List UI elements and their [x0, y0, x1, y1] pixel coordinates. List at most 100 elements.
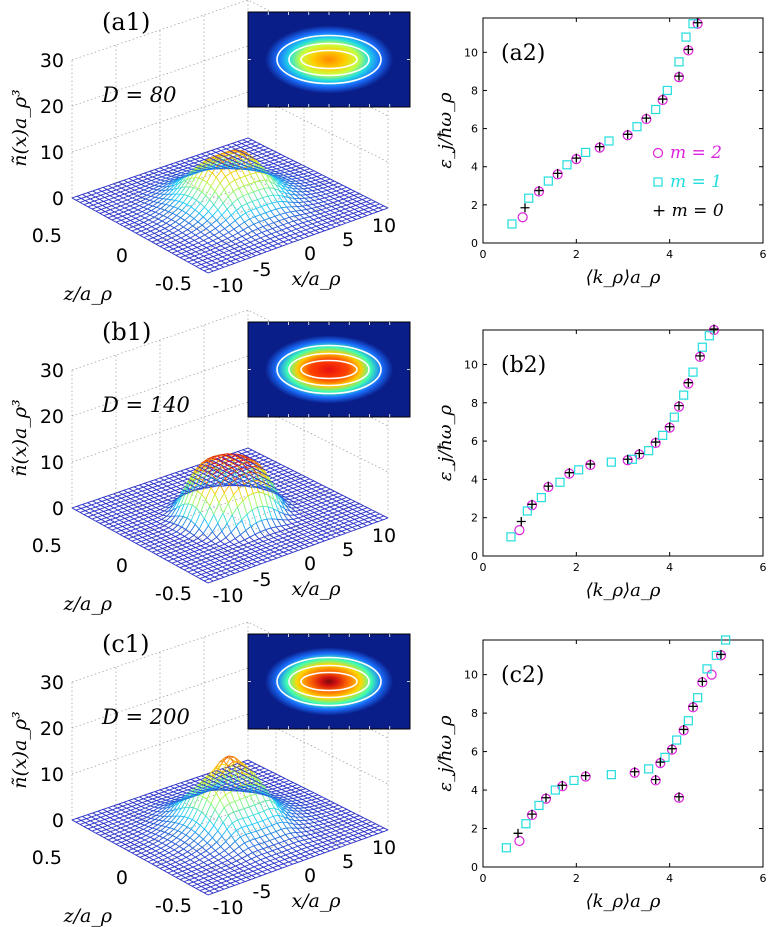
surface-mesh-line	[154, 193, 161, 198]
surface-mesh-line	[232, 560, 239, 564]
surface-mesh-line	[255, 563, 262, 567]
surface-mesh-line	[151, 523, 156, 527]
surface-mesh-line	[134, 498, 141, 502]
surface-mesh-line	[250, 453, 256, 457]
surface-mesh-line	[317, 530, 323, 534]
surface-mesh-line	[162, 235, 168, 239]
surface-mesh-line	[313, 186, 318, 190]
surface-mesh-line	[320, 178, 326, 182]
surface-mesh-line	[192, 476, 198, 480]
surface-mesh-line	[135, 496, 141, 500]
surface-mesh-line	[170, 193, 177, 200]
surface-mesh-line	[281, 178, 286, 182]
surface-mesh-line	[345, 499, 352, 502]
surface-mesh-line	[283, 513, 290, 516]
surface-mesh-line	[305, 507, 311, 511]
surface-mesh-line	[301, 225, 308, 228]
surface-mesh-line	[109, 195, 115, 199]
surface-mesh-line	[126, 199, 132, 203]
surface-mesh-line	[143, 219, 150, 223]
surface-mesh-line	[242, 759, 249, 763]
surface-mesh-line	[178, 476, 184, 480]
surface-mesh-line	[170, 784, 176, 787]
surface-mesh-line	[353, 521, 359, 524]
surface-mesh-line	[140, 201, 145, 204]
surface-mesh-line	[141, 230, 146, 234]
surface-mesh-line	[309, 542, 315, 546]
surface-mesh-line	[349, 192, 355, 196]
surface-mesh-line	[198, 242, 203, 246]
surface-mesh-line	[189, 209, 196, 216]
surface-mesh-line	[127, 226, 134, 230]
surface-mesh-line	[157, 517, 162, 520]
surface-mesh-line	[314, 524, 321, 528]
surface-mesh-line	[191, 571, 198, 575]
surface-mesh-line	[138, 176, 144, 180]
surface-mesh-line	[216, 214, 223, 221]
surface-mesh-line	[246, 141, 252, 145]
surface-mesh-line	[200, 467, 205, 471]
surface-mesh-line	[172, 208, 179, 214]
surface-mesh-line	[194, 239, 199, 244]
surface-mesh-line	[171, 533, 176, 537]
inset-contour	[300, 49, 358, 70]
surface-mesh-line	[382, 517, 389, 521]
surface-mesh-line	[254, 145, 260, 149]
surface-mesh-line	[207, 164, 212, 167]
surface-mesh-line	[244, 476, 249, 480]
surface-mesh-line	[244, 554, 250, 558]
surface-mesh-line	[98, 201, 104, 204]
surface-mesh-line	[362, 213, 368, 217]
surface-mesh-line	[336, 204, 342, 208]
surface-mesh-line	[255, 172, 261, 181]
surface-mesh-line	[326, 500, 332, 504]
surface-mesh-line	[253, 244, 259, 248]
surface-mesh-line	[200, 545, 206, 549]
surface-mesh-line	[163, 167, 170, 171]
surface-mesh-line	[248, 183, 254, 193]
surface-mesh-line	[297, 188, 303, 193]
surface-mesh-line	[123, 506, 129, 509]
surface-mesh-line	[260, 237, 265, 242]
surface-mesh-line	[125, 187, 131, 191]
surface-mesh-line	[326, 530, 333, 534]
surface-mesh-line	[269, 532, 276, 536]
surface-mesh-line	[190, 549, 195, 552]
x-axis-label: x/a_ρ	[291, 268, 341, 290]
surface-mesh-line	[112, 509, 119, 513]
surface-mesh-line	[277, 180, 283, 186]
surface-mesh-line	[125, 500, 130, 503]
surface-mesh-line	[276, 543, 281, 547]
surface-mesh-line	[273, 535, 280, 539]
surface-mesh-line	[175, 470, 181, 474]
surface-mesh-line	[286, 165, 292, 169]
surface-mesh-line	[277, 226, 283, 231]
surface-mesh-line	[192, 555, 198, 559]
surface-mesh-line	[139, 217, 146, 221]
surface-mesh-line	[331, 530, 337, 534]
surface-mesh-line	[329, 490, 335, 494]
surface-mesh-line	[283, 469, 289, 473]
surface-mesh-line	[316, 174, 323, 177]
surface-mesh-line	[82, 814, 88, 817]
surface-mesh-line	[113, 213, 119, 217]
surface-mesh-line	[299, 546, 304, 549]
surface-mesh-line	[222, 196, 229, 204]
surface-mesh-line	[155, 525, 160, 529]
surface-mesh-line	[250, 141, 257, 145]
surface-mesh-line	[137, 195, 142, 198]
surface-mesh-line	[294, 233, 300, 237]
surface-mesh-line	[140, 184, 146, 187]
surface-mesh-line	[232, 548, 237, 552]
surface-mesh-line	[77, 816, 83, 819]
surface-mesh-line	[288, 485, 294, 489]
surface-mesh-line	[284, 508, 291, 512]
surface-mesh-line	[129, 224, 134, 228]
surface-mesh-line	[135, 232, 141, 236]
surface-mesh-line	[113, 493, 118, 497]
surface-mesh-line	[107, 201, 113, 205]
surface-mesh-line	[292, 550, 299, 553]
surface-mesh-line	[319, 230, 325, 234]
surface-mesh-line	[165, 520, 170, 523]
